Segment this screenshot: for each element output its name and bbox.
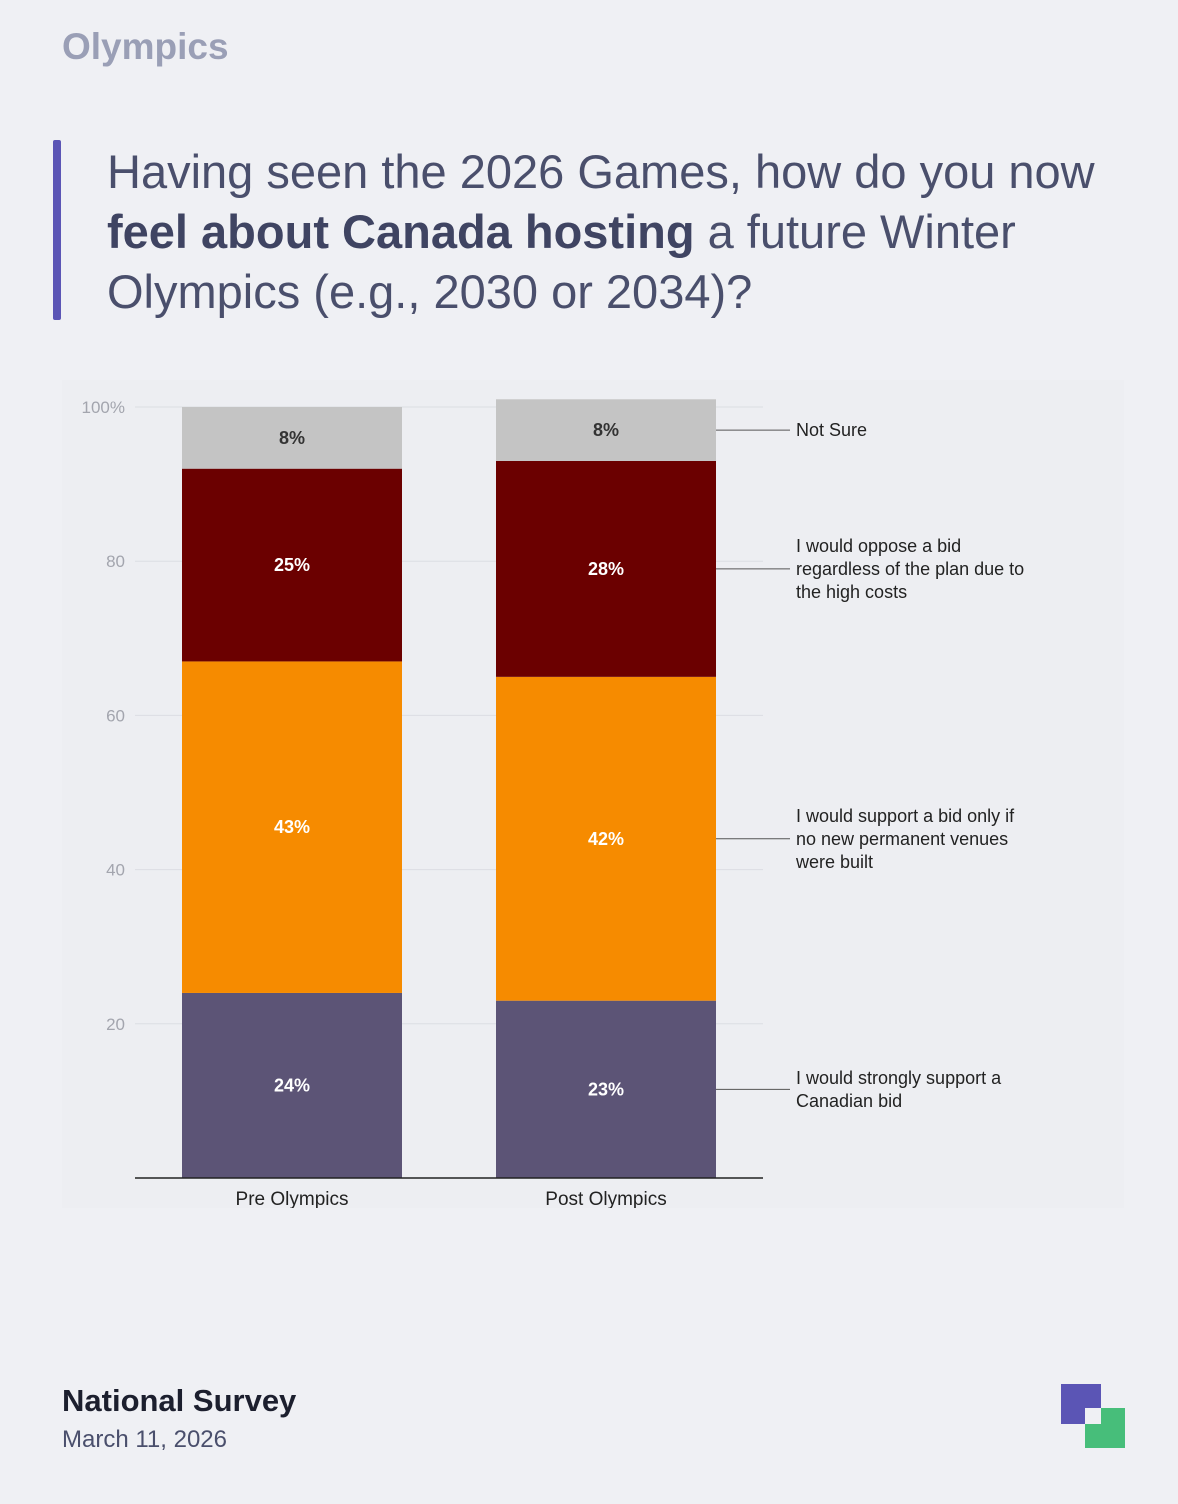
bar-segment bbox=[496, 1000, 716, 1178]
x-tick-label: Post Olympics bbox=[545, 1189, 666, 1208]
data-label: 24% bbox=[274, 1075, 310, 1095]
bar-segment bbox=[182, 407, 402, 469]
data-label: 8% bbox=[279, 428, 305, 448]
y-tick-label: 100% bbox=[82, 398, 125, 417]
title-accent-bar bbox=[53, 140, 61, 320]
y-tick-label: 20 bbox=[106, 1015, 125, 1034]
data-label: 42% bbox=[588, 829, 624, 849]
series-label: I would oppose a bid regardless of the pl… bbox=[796, 536, 1024, 602]
stacked-bar-chart: 20 40 60 80 100% 24% 43% 25% 8% Pre Olympics 23% 42… bbox=[82, 398, 1025, 1208]
series-label: I would strongly support a Canadian bid bbox=[796, 1068, 1002, 1111]
y-tick-label: 60 bbox=[106, 706, 125, 725]
title-bold: feel about Canada hosting bbox=[107, 205, 695, 258]
bar-segment bbox=[182, 468, 402, 662]
title-part-1: Having seen the 2026 Games, how do you n… bbox=[107, 145, 1095, 198]
section-label: Olympics bbox=[62, 26, 229, 67]
data-label: 43% bbox=[274, 817, 310, 837]
data-label: 28% bbox=[588, 559, 624, 579]
chart-title: Having seen the 2026 Games, how do you n… bbox=[107, 142, 1097, 322]
series-label: I would support a bid only if no new perm… bbox=[795, 806, 1015, 872]
data-label: 25% bbox=[274, 555, 310, 575]
brand-logo-icon bbox=[1061, 1384, 1125, 1448]
bar-segment bbox=[182, 661, 402, 993]
bar-segment bbox=[182, 992, 402, 1178]
series-label: Not Sure bbox=[796, 420, 867, 440]
footer-title: National Survey bbox=[62, 1383, 297, 1418]
title-part-2: a future Winter Olympics (e.g., 2030 or … bbox=[107, 205, 1016, 318]
y-tick-label: 40 bbox=[106, 861, 125, 880]
data-label: 8% bbox=[593, 420, 619, 440]
y-tick-label: 80 bbox=[106, 552, 125, 571]
footer-date: March 11, 2026 bbox=[62, 1426, 227, 1453]
bar-segment bbox=[496, 460, 716, 677]
bar-segment bbox=[496, 399, 716, 461]
logo-square-gap bbox=[1085, 1408, 1101, 1424]
x-tick-label: Pre Olympics bbox=[236, 1189, 349, 1208]
chart-panel: 20 40 60 80 100% 24% 43% 25% 8% Pre Olympics 23% 42… bbox=[62, 380, 1124, 1208]
bar-segment bbox=[496, 676, 716, 1001]
data-label: 23% bbox=[588, 1079, 624, 1099]
